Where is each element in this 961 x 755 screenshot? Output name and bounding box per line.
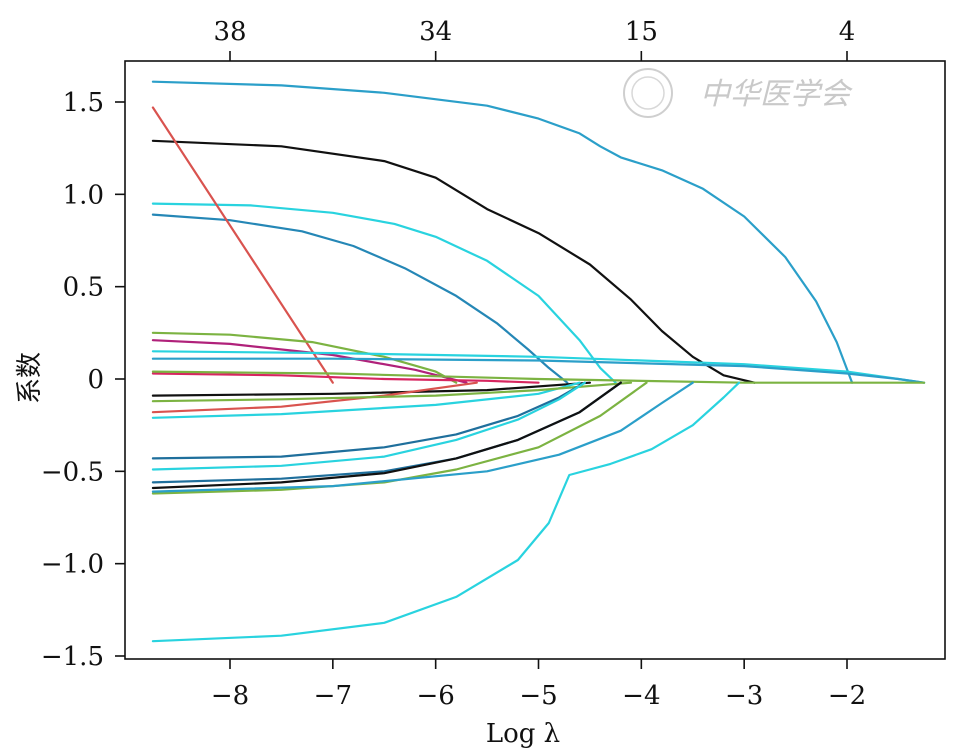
coefficient-path-17 — [151, 381, 586, 471]
x-tick-label: −4 — [622, 681, 660, 711]
y-tick-label: −1.5 — [41, 642, 104, 672]
x-tick-label: −3 — [725, 681, 763, 711]
y-tick-label: 1.0 — [63, 180, 104, 210]
coefficient-path-22 — [151, 381, 741, 643]
coefficient-path-19 — [151, 381, 622, 490]
top-tick-label: 34 — [419, 17, 452, 47]
plot-frame — [124, 60, 946, 660]
coefficient-path-20 — [151, 381, 648, 495]
watermark-seal-inner — [631, 76, 665, 110]
coefficient-path-5 — [151, 106, 334, 384]
top-tick-label: 15 — [625, 17, 658, 47]
coefficient-path-3 — [151, 202, 617, 384]
watermark: 中华医学会 — [623, 68, 853, 118]
coefficient-path-13 — [151, 381, 478, 414]
coefficient-path-2 — [151, 139, 756, 384]
y-tick-label: 1.5 — [63, 88, 104, 118]
coefficient-path-12 — [151, 381, 592, 397]
coefficient-path-10 — [151, 372, 540, 384]
coefficient-path-11 — [151, 370, 926, 384]
y-tick-label: 0.5 — [63, 273, 104, 303]
top-tick-label: 4 — [839, 17, 856, 47]
bottom-x-axis: −8 −7 −6 −5 −4 −3 −2 — [211, 659, 866, 711]
coefficient-path-15 — [151, 381, 633, 403]
x-tick-label: −5 — [519, 681, 557, 711]
watermark-text: 中华医学会 — [700, 77, 853, 112]
x-tick-label: −8 — [211, 681, 249, 711]
coefficient-path-16 — [151, 381, 586, 460]
series-layer — [151, 80, 926, 643]
y-tick-label: −0.5 — [41, 457, 104, 487]
coefficient-path-6 — [151, 331, 458, 384]
x-tick-label: −6 — [417, 681, 455, 711]
x-tick-label: −7 — [314, 681, 352, 711]
coefficient-path-4 — [151, 213, 569, 384]
y-tick-label: −1.0 — [41, 550, 104, 580]
y-axis-title: 系数 — [15, 352, 45, 404]
y-tick-label: 0 — [87, 365, 104, 395]
x-axis-title: Log λ — [486, 719, 560, 749]
coefficient-path-1 — [151, 80, 854, 384]
top-tick-label: 38 — [213, 17, 246, 47]
coefficient-path-7 — [151, 339, 468, 384]
coefficient-path-21 — [151, 381, 694, 493]
watermark-seal — [623, 68, 673, 118]
coefficient-path-9 — [151, 357, 926, 384]
top-x-axis: 38 34 15 4 — [213, 17, 855, 61]
y-axis: 1.5 1.0 0.5 0 −0.5 −1.0 −1.5 — [41, 88, 125, 672]
x-tick-label: −2 — [828, 681, 866, 711]
